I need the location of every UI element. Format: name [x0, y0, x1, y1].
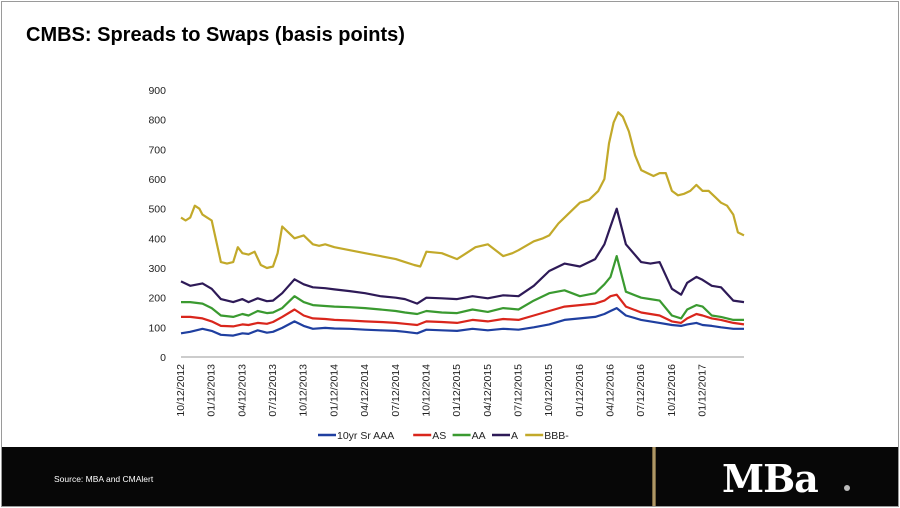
- series-layer: [180, 111, 745, 337]
- x-tick-label: 10/12/2016: [666, 364, 678, 417]
- y-tick-label: 400: [148, 233, 166, 245]
- y-tick-label: 600: [148, 174, 166, 186]
- x-tick-label: 04/12/2013: [236, 364, 248, 417]
- x-tick-label: 01/12/2015: [451, 364, 463, 417]
- y-tick-label: 100: [148, 322, 166, 334]
- x-tick-label: 07/12/2015: [512, 364, 524, 417]
- x-tick-label: 10/12/2013: [298, 364, 310, 417]
- x-tick-label: 01/12/2016: [574, 364, 586, 417]
- source-note: Source: MBA and CMAlert: [54, 474, 154, 484]
- x-tick-label: 10/12/2014: [420, 364, 432, 417]
- x-axis: 10/12/2012 01/12/2013 04/12/2013 07/12/2013…: [175, 356, 744, 417]
- legend-label-a: A: [511, 430, 518, 442]
- series-line-10yr-sr-aaa: [180, 307, 744, 337]
- legend-label-as: AS: [432, 430, 446, 442]
- series-line-a: [180, 207, 745, 305]
- x-tick-label: 01/12/2013: [206, 364, 218, 417]
- series-line-aa: [181, 255, 744, 321]
- legend: 10yr Sr AAA AS AA A BBB-: [318, 430, 569, 442]
- x-tick-label: 01/12/2017: [697, 364, 709, 417]
- y-axis: 0 100 200 300 400 500 600 700 800 900: [148, 85, 166, 364]
- registered-mark-icon: [844, 485, 850, 491]
- x-tick-label: 04/12/2014: [359, 364, 371, 417]
- y-tick-label: 300: [148, 263, 166, 275]
- x-tick-label: 10/12/2012: [175, 364, 187, 417]
- x-tick-label: 07/12/2016: [635, 364, 647, 417]
- x-tick-label: 07/12/2014: [390, 364, 402, 417]
- legend-label-10yr-sr-aaa: 10yr Sr AAA: [337, 430, 394, 442]
- y-tick-label: 500: [148, 204, 166, 216]
- y-tick-label: 200: [148, 293, 166, 305]
- series-line-as: [181, 293, 745, 328]
- footer-bar: Source: MBA and CMAlert MBa: [2, 447, 898, 506]
- y-tick-label: 900: [148, 85, 166, 97]
- x-tick-label: 10/12/2015: [543, 364, 555, 417]
- footer-divider: [652, 447, 656, 506]
- slide-title: CMBS: Spreads to Swaps (basis points): [26, 24, 405, 46]
- legend-label-bbb: BBB-: [544, 430, 569, 442]
- legend-label-aa: AA: [472, 430, 486, 442]
- mba-logo: MBa: [722, 456, 819, 501]
- x-tick-label: 04/12/2016: [605, 364, 617, 417]
- x-tick-label: 01/12/2014: [328, 364, 340, 417]
- x-tick-label: 07/12/2013: [267, 364, 279, 417]
- y-tick-label: 0: [160, 352, 166, 364]
- x-tick-label: 04/12/2015: [482, 364, 494, 417]
- y-tick-label: 700: [148, 144, 166, 156]
- series-line-bbb: [180, 111, 745, 270]
- y-tick-label: 800: [148, 115, 166, 127]
